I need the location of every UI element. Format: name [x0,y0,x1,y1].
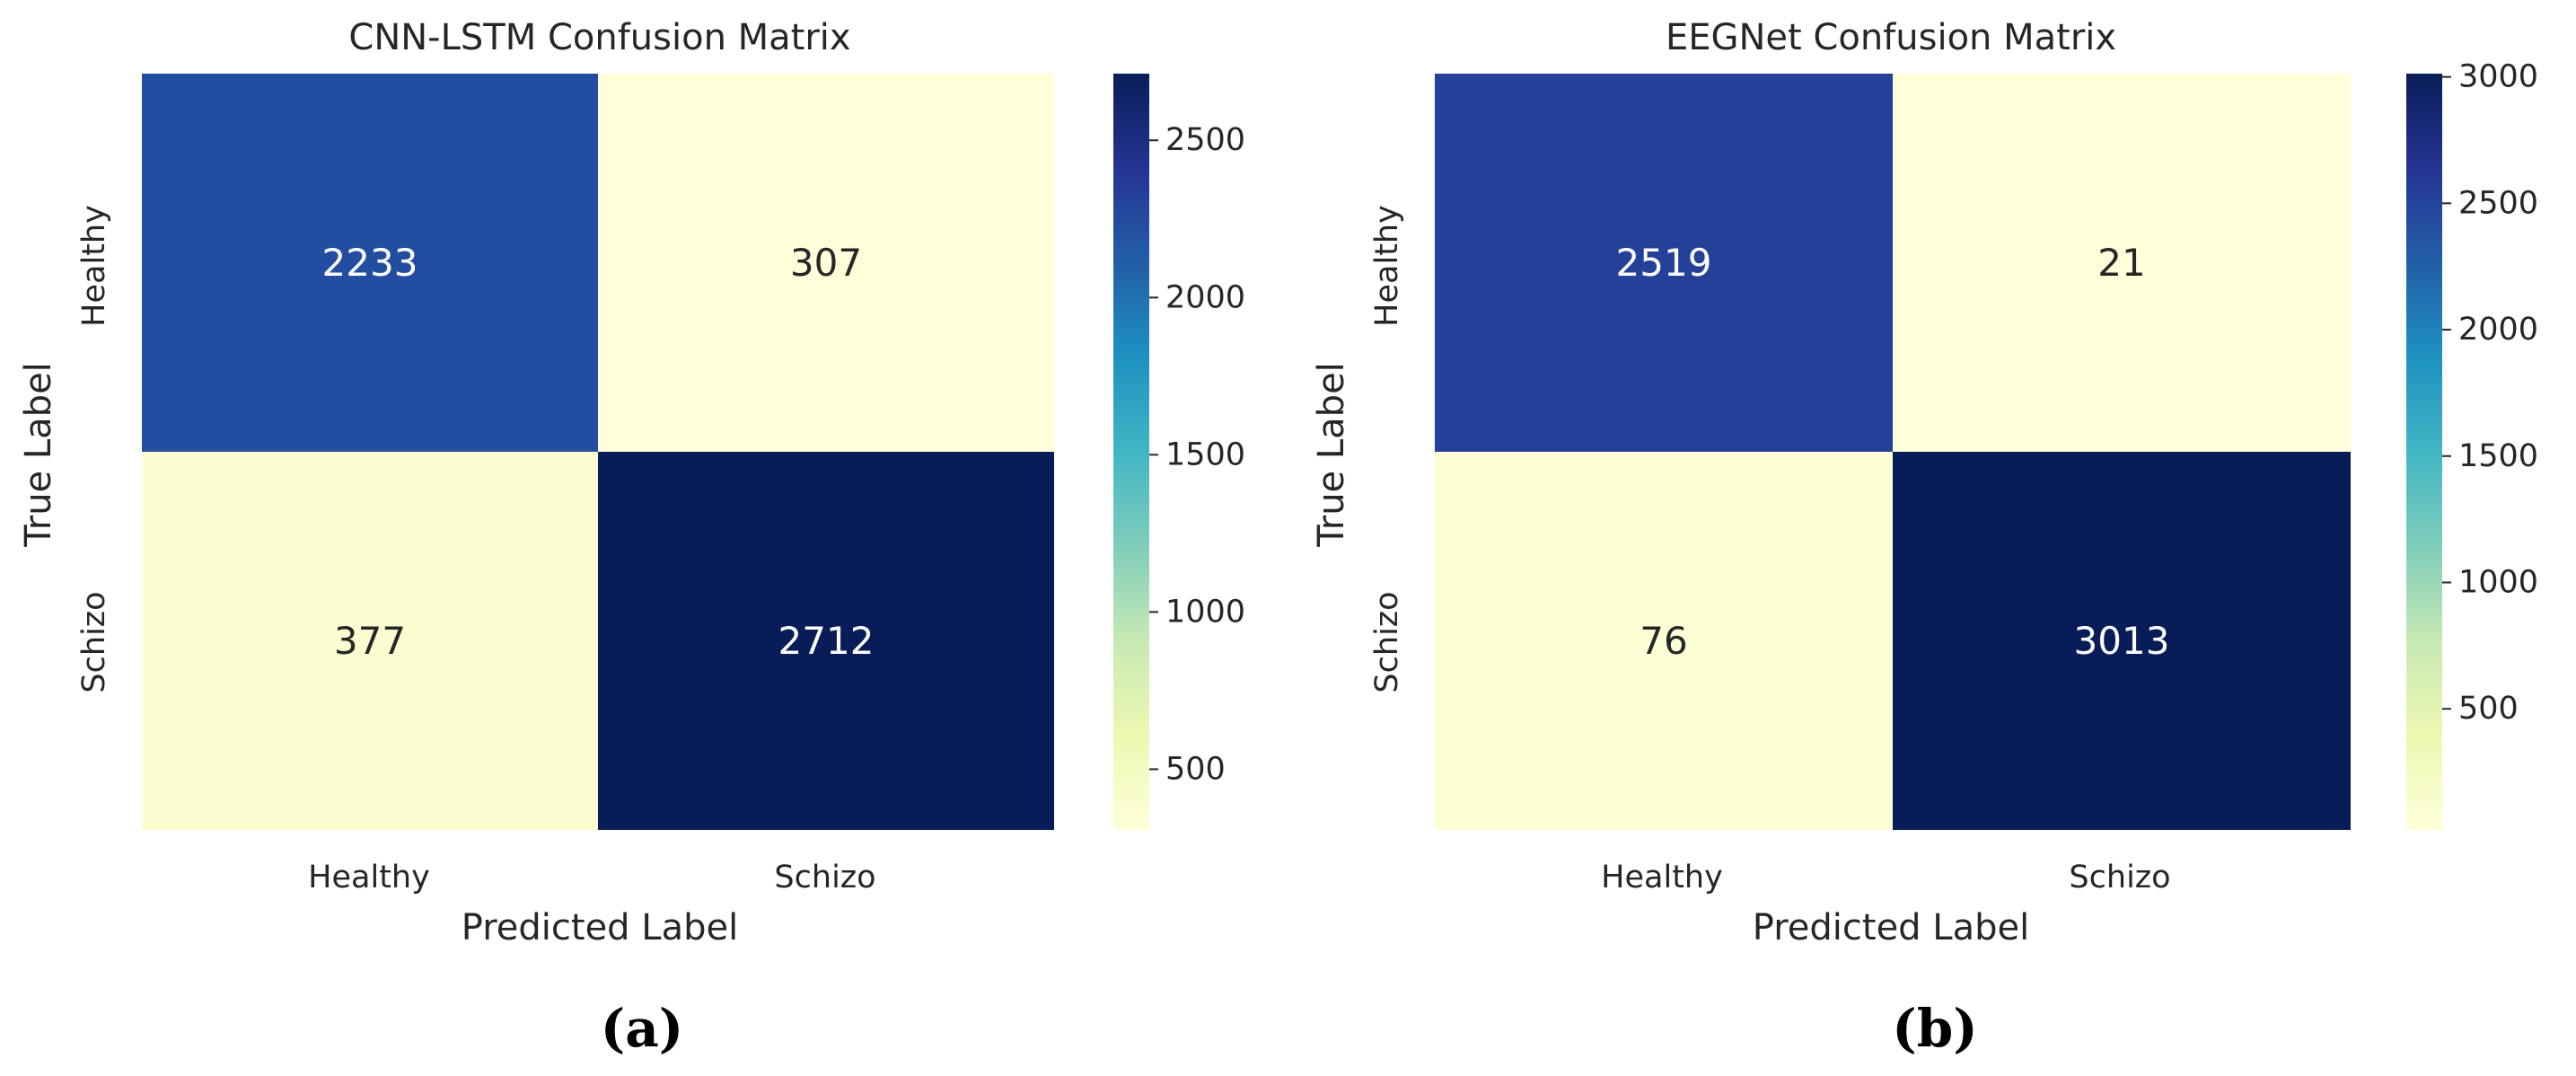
y-axis-label: True Label [18,362,59,548]
cell-value-label: 2712 [778,619,875,663]
heatmap-cell-schizo-schizo [1893,452,2351,830]
cell-value-label: 307 [790,241,862,285]
heatmap-cells: 2519 21 76 3013 [1435,74,2351,830]
panel-eegnet: EEGNet Confusion Matrix 2519 21 76 3013 Hea… [1311,17,2538,1059]
panel-cnn-lstm: CNN-LSTM Confusion Matrix 2233 307 377 2712… [18,17,1245,1059]
panel-caption: (a) [601,998,683,1059]
chart-title: CNN-LSTM Confusion Matrix [348,17,850,58]
cell-value-label: 76 [1640,619,1687,663]
x-axis-label: Predicted Label [462,907,738,948]
colorbar-tick-label: 500 [1165,751,1226,787]
heatmap-cell-healthy-healthy [1435,74,1893,452]
heatmap-cell-schizo-healthy [142,452,598,830]
x-tick-label-healthy: Healthy [308,860,430,895]
x-tick-label-healthy: Healthy [1601,860,1723,895]
chart-title: EEGNet Confusion Matrix [1666,17,2116,58]
x-tick-label-schizo: Schizo [774,860,875,895]
cell-value-label: 377 [334,619,406,663]
colorbar-tick-label: 1000 [1165,594,1245,630]
y-tick-label-schizo: Schizo [1369,591,1405,692]
colorbar [2406,74,2442,830]
y-tick-label-healthy: Healthy [1369,205,1405,327]
colorbar-tick-label: 2500 [1165,122,1245,158]
colorbar-tick-label: 3000 [2458,59,2538,95]
heatmap-cell-healthy-schizo [1893,74,2351,452]
colorbar-tick-label: 1000 [2458,564,2538,600]
colorbar-ticks: 500 1000 1500 2000 2500 [1149,122,1245,787]
colorbar-tick-label: 500 [2458,691,2519,727]
colorbar [1113,74,1149,830]
heatmap-cells: 2233 307 377 2712 [142,74,1054,830]
colorbar-tick-label: 2500 [2458,185,2538,221]
panel-caption: (b) [1892,998,1977,1059]
colorbar-tick-label: 1500 [2458,438,2538,474]
colorbar-ticks: 500 1000 1500 2000 2500 3000 [2442,59,2538,727]
heatmap-cell-schizo-schizo [598,452,1054,830]
cell-value-label: 3013 [2074,619,2170,663]
x-axis-label: Predicted Label [1753,907,2029,948]
heatmap-cell-schizo-healthy [1435,452,1893,830]
colorbar-tick-label: 1500 [1165,437,1245,472]
x-tick-label-schizo: Schizo [2069,860,2170,895]
colorbar-tick-label: 2000 [1165,279,1245,315]
colorbar-tick-label: 2000 [2458,312,2538,348]
cell-value-label: 21 [2097,241,2145,285]
heatmap-cell-healthy-schizo [598,74,1054,452]
y-tick-label-schizo: Schizo [76,591,112,692]
heatmap-cell-healthy-healthy [142,74,598,452]
cell-value-label: 2519 [1616,241,1712,285]
y-tick-label-healthy: Healthy [76,205,112,327]
cell-value-label: 2233 [322,241,418,285]
y-axis-label: True Label [1311,362,1352,548]
